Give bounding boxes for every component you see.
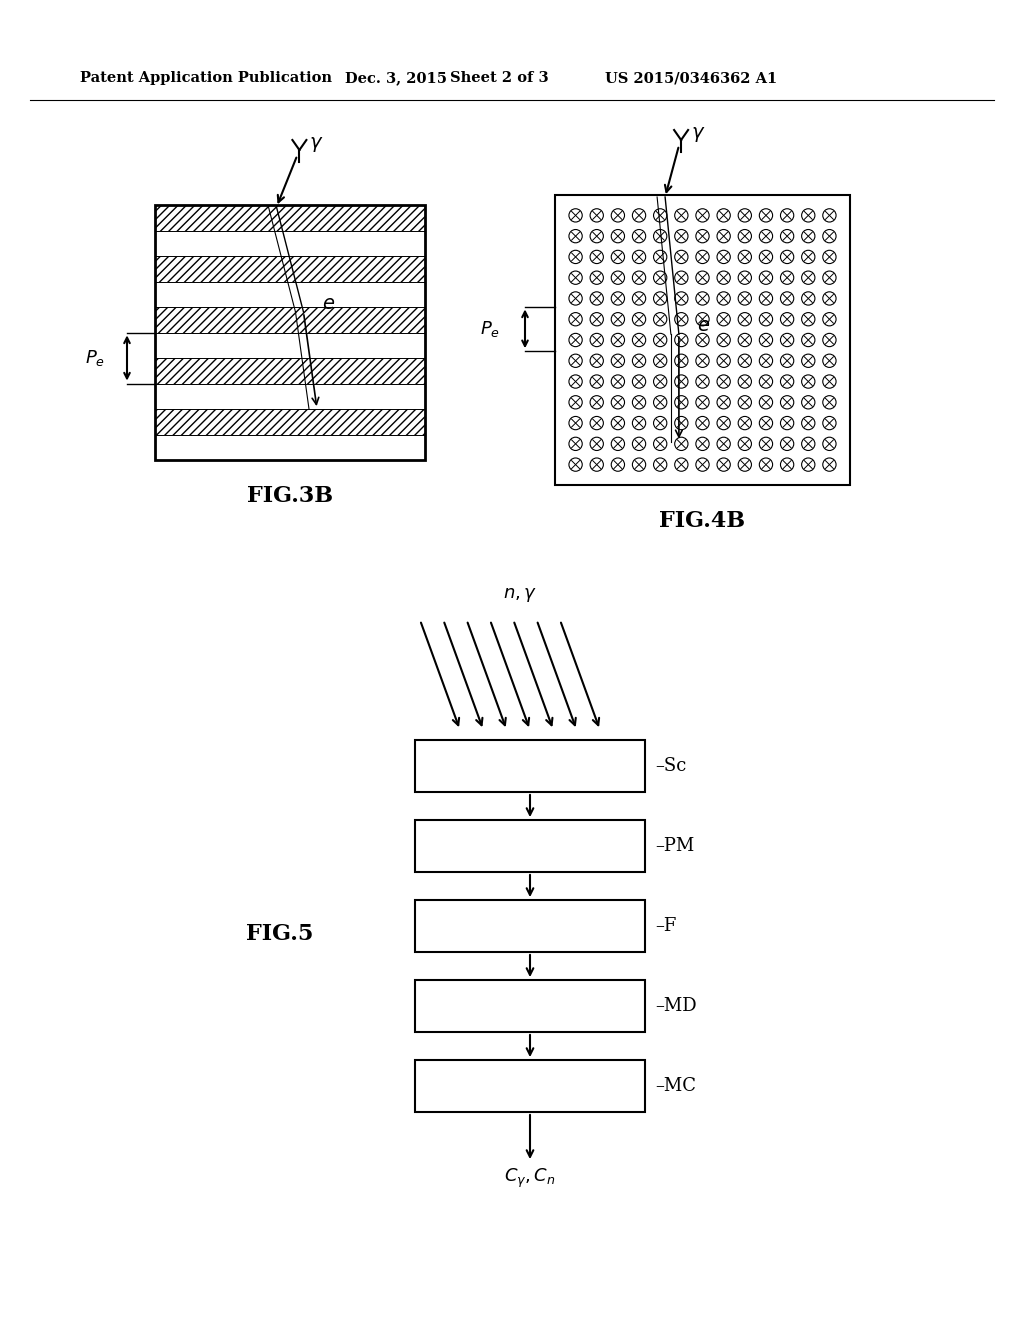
Text: $\gamma$: $\gamma$ — [691, 125, 706, 144]
Bar — [155, 434, 425, 459]
Bar — [155, 358, 425, 384]
Text: $e$: $e$ — [697, 317, 710, 335]
Bar — [155, 333, 425, 358]
Text: $\gamma$: $\gamma$ — [309, 136, 324, 154]
Bar — [155, 231, 425, 256]
Text: –Sc: –Sc — [655, 756, 686, 775]
Text: –PM: –PM — [655, 837, 694, 855]
Bar — [155, 205, 425, 231]
Text: $P_e$: $P_e$ — [85, 348, 105, 368]
Text: $P_e$: $P_e$ — [480, 319, 500, 339]
Text: $e$: $e$ — [322, 296, 335, 313]
Bar — [155, 256, 425, 281]
Text: Sheet 2 of 3: Sheet 2 of 3 — [450, 71, 549, 84]
Bar — [415, 900, 645, 952]
Text: Patent Application Publication: Patent Application Publication — [80, 71, 332, 84]
Bar — [555, 195, 850, 484]
Bar — [155, 281, 425, 308]
Text: FIG.5: FIG.5 — [247, 923, 313, 945]
Text: FIG.4B: FIG.4B — [659, 510, 745, 532]
Text: $n, \gamma$: $n, \gamma$ — [503, 586, 537, 605]
Text: –F: –F — [655, 917, 677, 935]
Bar — [415, 741, 645, 792]
Text: US 2015/0346362 A1: US 2015/0346362 A1 — [605, 71, 777, 84]
Bar — [155, 409, 425, 434]
Bar — [415, 820, 645, 873]
Bar — [155, 205, 425, 459]
Text: –MD: –MD — [655, 997, 696, 1015]
Bar — [415, 979, 645, 1032]
Text: FIG.3B: FIG.3B — [247, 484, 333, 507]
Bar — [415, 1060, 645, 1111]
Text: $C_\gamma, C_n$: $C_\gamma, C_n$ — [504, 1167, 556, 1191]
Bar — [155, 384, 425, 409]
Bar — [155, 308, 425, 333]
Text: –MC: –MC — [655, 1077, 696, 1096]
Text: Dec. 3, 2015: Dec. 3, 2015 — [345, 71, 447, 84]
